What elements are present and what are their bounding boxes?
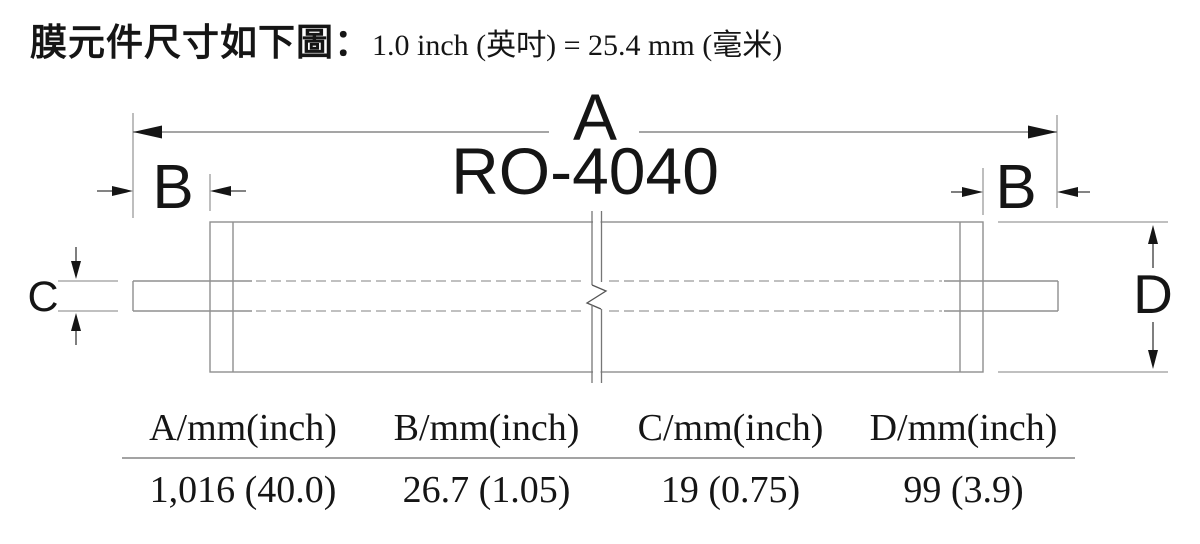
dimension-d — [998, 221, 1168, 373]
arrowhead-right-icon — [1028, 125, 1057, 139]
dimension-c — [58, 247, 118, 345]
dimension-a — [133, 125, 1057, 139]
arrowhead-down-icon — [71, 261, 81, 279]
page-title: 膜元件尺寸如下圖： 1.0 inch (英吋) = 25.4 mm (毫米) — [30, 12, 782, 66]
arrowhead-up-icon — [1148, 225, 1158, 244]
table-header-row: A/mm(inch) B/mm(inch) C/mm(inch) D/mm(in… — [122, 407, 1075, 459]
table-header-a: A/mm(inch) — [149, 407, 337, 449]
arrowhead-up-icon — [71, 313, 81, 331]
extension-lines — [132, 113, 1058, 218]
table-header-d: D/mm(inch) — [869, 407, 1058, 449]
table-value-d: 99 (3.9) — [903, 468, 1024, 511]
table-value-b: 26.7 (1.05) — [402, 468, 571, 511]
model-label: RO-4040 — [451, 134, 719, 208]
table-value-a: 1,016 (40.0) — [149, 468, 337, 511]
title-unit-conversion: 1.0 inch (英吋) = 25.4 mm (毫米) — [372, 29, 783, 62]
table-value-row: 1,016 (40.0) 26.7 (1.05) 19 (0.75) 99 (3… — [122, 459, 1075, 512]
zigzag-icon — [585, 284, 608, 310]
arrowhead-icon — [1057, 187, 1078, 197]
dim-label-b-left: B — [152, 153, 194, 222]
arrowhead-left-icon — [133, 125, 162, 139]
dim-label-d: D — [1133, 263, 1173, 325]
hidden-tube-lines — [256, 280, 942, 312]
title-heading-zh: 膜元件尺寸如下圖： — [30, 23, 372, 64]
arrowhead-icon — [210, 186, 231, 196]
table-header-b: B/mm(inch) — [393, 407, 580, 449]
permeate-tube — [132, 280, 1059, 312]
dim-label-c: C — [27, 273, 59, 321]
arrowhead-icon — [962, 187, 983, 197]
arrowhead-down-icon — [1148, 350, 1158, 369]
table-value-c: 19 (0.75) — [660, 468, 801, 511]
dim-label-a: A — [572, 80, 618, 154]
break-symbol — [585, 209, 608, 384]
table-header-c: C/mm(inch) — [637, 407, 824, 449]
arrowhead-icon — [112, 186, 133, 196]
dimension-b-right — [951, 187, 1090, 197]
dim-label-b-right: B — [995, 153, 1037, 222]
dimension-table: A/mm(inch) B/mm(inch) C/mm(inch) D/mm(in… — [122, 407, 1075, 512]
dimension-b-left — [97, 186, 246, 196]
